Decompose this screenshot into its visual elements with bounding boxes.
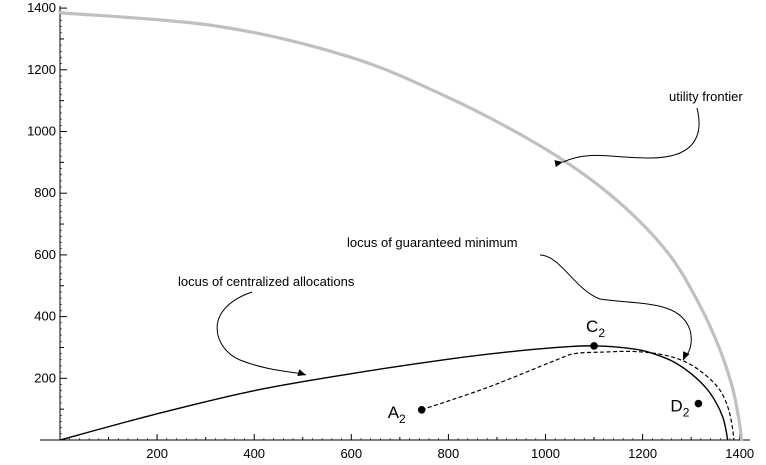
annotation-utility-frontier: utility frontier: [669, 89, 743, 104]
x-ticks: 200 400 600 800 1000 1200 1400: [69, 434, 754, 461]
point-d2-label: D2: [670, 397, 689, 420]
y-tick-label: 600: [34, 247, 56, 262]
point-c2-marker: [590, 342, 598, 350]
y-tick-label: 800: [34, 185, 56, 200]
point-a2-marker: [417, 405, 426, 414]
annotation-arrows: [216, 107, 700, 376]
arrow-guaranteed-minimum-head: [683, 351, 690, 360]
y-tick-label: 1400: [27, 0, 56, 15]
y-tick-label: 1000: [27, 124, 56, 139]
x-tick-label: 600: [340, 446, 362, 461]
x-tick-label: 1400: [725, 446, 754, 461]
arrow-utility-frontier: [562, 107, 700, 163]
annotation-centralized-allocations: locus of centralized allocations: [178, 274, 355, 289]
point-d2-marker: [694, 399, 703, 408]
x-tick-label: 200: [146, 446, 168, 461]
point-a2-label: A2: [388, 403, 406, 426]
centralized-allocations-curve: [59, 345, 729, 441]
y-ticks: 200 400 600 800 1000 1200 1400: [27, 0, 67, 435]
y-tick-label: 1200: [27, 62, 56, 77]
arrow-guaranteed-minimum: [539, 254, 692, 361]
guaranteed-minimum-curve: [421, 350, 735, 441]
points-layer: A2 C2 D2: [388, 317, 703, 426]
utility-frontier-curve: [58, 11, 744, 442]
arrow-utility-frontier-head: [554, 160, 563, 168]
point-c2-label: C2: [586, 317, 605, 340]
x-tick-label: 1000: [531, 446, 560, 461]
arrow-centralized-allocations: [216, 291, 307, 376]
y-tick-label: 400: [34, 309, 56, 324]
x-tick-label: 400: [243, 446, 265, 461]
y-tick-label: 200: [34, 370, 56, 385]
x-tick-label: 800: [438, 446, 460, 461]
x-tick-label: 1200: [628, 446, 657, 461]
arrow-centralized-allocations-head: [297, 369, 306, 376]
annotation-guaranteed-minimum: locus of guaranteed minimum: [347, 235, 518, 250]
series-layer: [58, 11, 744, 442]
